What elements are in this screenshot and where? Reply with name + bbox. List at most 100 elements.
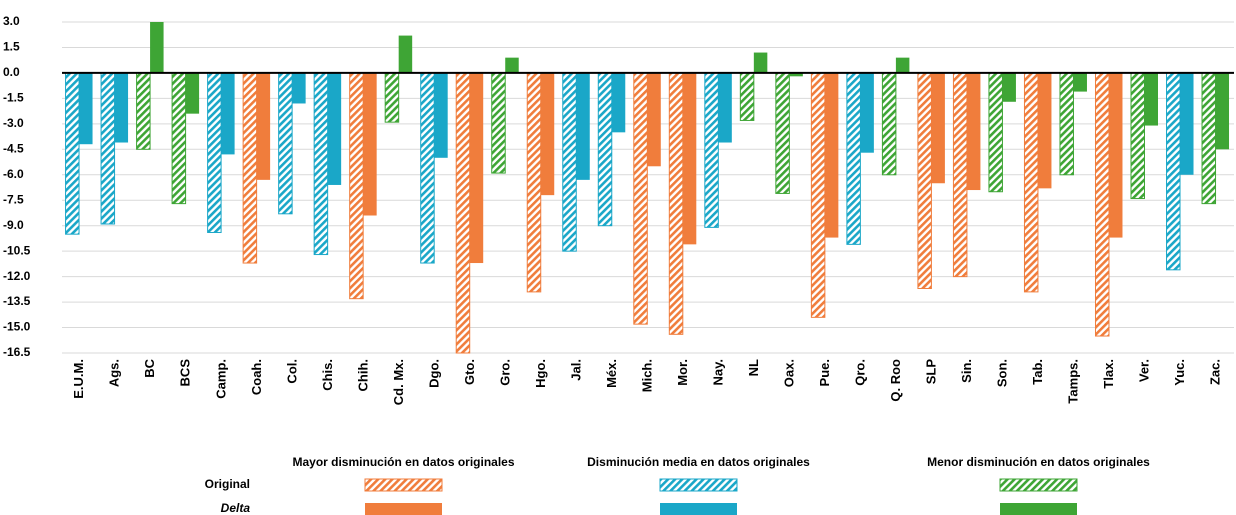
y-tick-label: -10.5 bbox=[3, 243, 31, 257]
legend-swatch bbox=[365, 503, 442, 515]
bar bbox=[597, 72, 613, 227]
y-tick-label: 0.0 bbox=[3, 65, 20, 79]
legend-swatch bbox=[1000, 503, 1077, 515]
bar bbox=[469, 72, 484, 264]
y-tick-label: -12.0 bbox=[3, 269, 31, 283]
bar bbox=[491, 72, 506, 174]
bar bbox=[895, 57, 910, 73]
bar bbox=[1023, 72, 1039, 293]
x-tick-label: Dgo. bbox=[426, 359, 441, 388]
bar bbox=[1094, 72, 1110, 337]
bar bbox=[753, 52, 768, 73]
bar bbox=[1166, 72, 1181, 271]
y-tick-label: -9.0 bbox=[3, 218, 24, 232]
bar bbox=[1108, 72, 1123, 238]
bar bbox=[917, 72, 932, 289]
y-tick-label: -7.5 bbox=[3, 192, 24, 206]
bar bbox=[1201, 72, 1217, 205]
bar bbox=[65, 72, 80, 235]
bar bbox=[1180, 72, 1194, 175]
x-tick-label: Jal. bbox=[568, 359, 583, 381]
legend-series-label: Delta bbox=[221, 501, 251, 515]
bar bbox=[704, 72, 719, 228]
bar bbox=[576, 72, 590, 180]
x-tick-label: Cd. Mx. bbox=[391, 359, 406, 405]
bar bbox=[860, 72, 874, 153]
bar bbox=[363, 72, 377, 216]
x-tick-label: Coah. bbox=[249, 359, 264, 395]
bar bbox=[278, 72, 293, 215]
bar bbox=[718, 72, 732, 143]
bar bbox=[952, 72, 968, 278]
bar bbox=[434, 72, 448, 158]
bar bbox=[100, 72, 116, 225]
x-tick-label: E.U.M. bbox=[71, 359, 86, 399]
legend-swatch bbox=[659, 478, 738, 492]
bar bbox=[455, 72, 471, 354]
x-tick-label: Chih. bbox=[355, 359, 370, 392]
bar bbox=[824, 72, 839, 238]
y-tick-label: -3.0 bbox=[3, 116, 24, 130]
bar bbox=[256, 72, 271, 180]
x-tick-label: Mor. bbox=[675, 359, 690, 386]
x-tick-label: Pue. bbox=[817, 359, 832, 386]
bar bbox=[313, 72, 329, 256]
bar bbox=[526, 72, 542, 293]
bar bbox=[682, 72, 697, 245]
bar bbox=[349, 72, 364, 300]
x-tick-label: Son. bbox=[995, 359, 1010, 387]
legend-group-label: Mayor disminución en datos originales bbox=[292, 455, 514, 469]
bar bbox=[775, 72, 790, 194]
bar bbox=[789, 72, 803, 77]
x-tick-label: Hgo. bbox=[533, 359, 548, 388]
y-tick-label: 3.0 bbox=[3, 14, 20, 28]
x-tick-label: SLP bbox=[924, 359, 939, 385]
bar bbox=[668, 72, 684, 335]
legend-group-label: Disminución media en datos originales bbox=[587, 455, 810, 469]
legend-swatch bbox=[660, 503, 737, 515]
x-tick-label: Oax. bbox=[781, 359, 796, 387]
bar bbox=[398, 35, 413, 73]
x-tick-label: Zac. bbox=[1208, 359, 1223, 385]
bar bbox=[327, 72, 342, 185]
bar bbox=[420, 72, 435, 264]
x-tick-label: Sin. bbox=[959, 359, 974, 383]
legend-series-label: Original bbox=[205, 477, 250, 491]
bar bbox=[221, 72, 235, 155]
y-tick-label: -4.5 bbox=[3, 141, 24, 155]
bar bbox=[1002, 72, 1016, 102]
y-tick-label: -6.0 bbox=[3, 167, 24, 181]
bar bbox=[1073, 72, 1087, 92]
bar bbox=[171, 72, 187, 205]
bar bbox=[647, 72, 661, 167]
x-tick-label: Tamps. bbox=[1066, 359, 1081, 404]
x-tick-label: Qro. bbox=[853, 359, 868, 386]
bar bbox=[136, 72, 151, 150]
y-tick-label: -16.5 bbox=[3, 345, 31, 359]
x-tick-label: Gro. bbox=[497, 359, 512, 386]
x-tick-label: Tab. bbox=[1030, 359, 1045, 385]
bar bbox=[881, 72, 897, 176]
bar bbox=[185, 72, 200, 114]
bar bbox=[114, 72, 129, 143]
bar bbox=[540, 72, 555, 196]
x-tick-label: Ags. bbox=[107, 359, 122, 387]
bar bbox=[966, 72, 981, 191]
bar bbox=[931, 72, 945, 184]
x-tick-label: Tlax. bbox=[1101, 359, 1116, 389]
x-tick-label: Yuc. bbox=[1172, 359, 1187, 386]
bar bbox=[846, 72, 861, 245]
x-tick-label: Gto. bbox=[462, 359, 477, 385]
bar bbox=[242, 72, 258, 264]
x-tick-label: Mich. bbox=[639, 359, 654, 392]
x-tick-label: Nay. bbox=[710, 359, 725, 386]
x-tick-label: Col. bbox=[284, 359, 299, 384]
y-tick-label: -15.0 bbox=[3, 320, 31, 334]
bar bbox=[384, 72, 400, 123]
bar bbox=[633, 72, 648, 325]
bar bbox=[1144, 72, 1158, 126]
y-tick-label: -13.5 bbox=[3, 294, 31, 308]
bar bbox=[292, 72, 306, 104]
legend-group-label: Menor disminución en datos originales bbox=[927, 455, 1150, 469]
